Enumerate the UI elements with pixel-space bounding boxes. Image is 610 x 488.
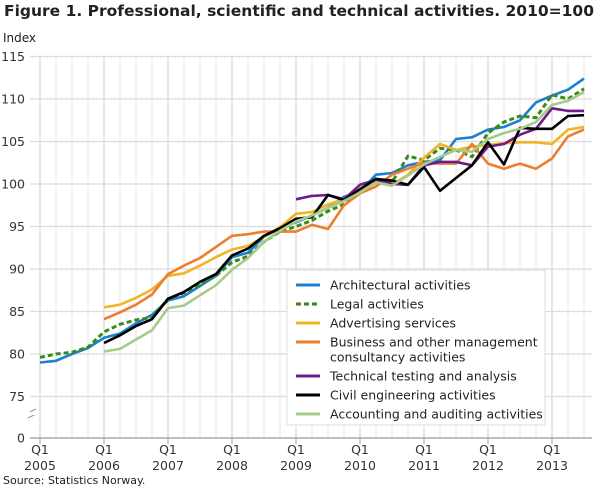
chart-title: Figure 1. Professional, scientific and t…	[4, 2, 594, 20]
legend: Architectural activities Legal activities…	[286, 269, 546, 426]
x-tick-year: 2011	[408, 458, 440, 473]
legend-item: Architectural activities	[296, 278, 471, 293]
x-tick-quarter: Q1	[479, 442, 497, 457]
legend-label: Accounting and auditing activities	[330, 407, 543, 422]
y-tick-label: 110	[1, 92, 25, 107]
series-line-6	[103, 91, 585, 353]
y-tick-label: 75	[9, 389, 25, 404]
x-tick-year: 2012	[472, 458, 504, 473]
y-axis-label: Index	[3, 31, 37, 45]
legend-item: Business and other managementconsultancy…	[296, 335, 538, 365]
legend-item: Advertising services	[296, 316, 456, 331]
x-tick-year: 2013	[536, 458, 568, 473]
x-tick-year: 2009	[280, 458, 312, 473]
y-tick-label: 90	[9, 262, 25, 277]
y-tick-label: 100	[1, 177, 25, 192]
x-tick-year: 2007	[152, 458, 184, 473]
x-tick-year: 2005	[24, 458, 56, 473]
legend-label: Legal activities	[330, 297, 424, 312]
x-tick-year: 2008	[216, 458, 248, 473]
x-tick-quarter: Q1	[223, 442, 241, 457]
legend-label: Technical testing and analysis	[329, 369, 517, 384]
legend-item: Civil engineering activities	[296, 388, 496, 403]
legend-label: Architectural activities	[330, 278, 471, 293]
legend-item: Technical testing and analysis	[296, 369, 517, 384]
y-tick-label: 0	[17, 431, 25, 446]
legend-item: Legal activities	[296, 297, 424, 312]
y-tick-label: 105	[1, 134, 25, 149]
x-tick-quarter: Q1	[287, 442, 305, 457]
legend-box	[286, 269, 546, 426]
y-tick-label: 95	[9, 219, 25, 234]
legend-label: consultancy activities	[330, 350, 465, 365]
x-tick-quarter: Q1	[159, 442, 177, 457]
x-tick-year: 2010	[344, 458, 376, 473]
legend-label: Advertising services	[330, 316, 456, 331]
legend-label: Business and other management	[330, 335, 538, 350]
series-line-3	[103, 128, 585, 321]
x-tick-quarter: Q1	[351, 442, 369, 457]
legend-label: Civil engineering activities	[330, 388, 496, 403]
legend-item: Accounting and auditing activities	[296, 407, 543, 422]
x-tick-quarter: Q1	[543, 442, 561, 457]
x-tick-quarter: Q1	[31, 442, 49, 457]
x-tick-year: 2006	[88, 458, 120, 473]
y-tick-label: 85	[9, 304, 25, 319]
series-line-1	[39, 87, 585, 359]
axis-break-gap	[27, 412, 37, 415]
x-tick-quarter: Q1	[95, 442, 113, 457]
y-tick-label: 80	[9, 347, 25, 362]
y-tick-label: 115	[1, 49, 25, 64]
x-tick-quarter: Q1	[415, 442, 433, 457]
source-note: Source: Statistics Norway.	[3, 474, 146, 487]
